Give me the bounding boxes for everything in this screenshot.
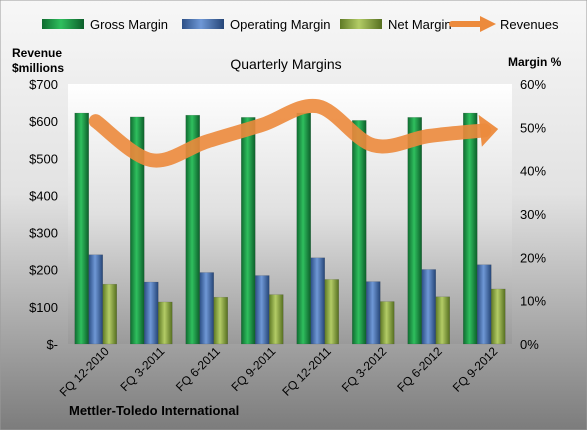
right-tick-label: 30% <box>520 207 546 222</box>
legend-label-2: Net Margin <box>388 17 452 32</box>
left-axis-title-line1: Revenue <box>12 46 62 60</box>
bar-gross-margin <box>241 117 256 345</box>
bar-gross-margin <box>463 112 478 345</box>
legend: Gross Margin Operating Margin Net Margin Re… <box>42 16 559 32</box>
right-tick-label: 50% <box>520 120 546 135</box>
bar-operating-margin <box>421 269 436 345</box>
bar-net-margin <box>158 301 173 345</box>
left-tick-label: $100 <box>29 300 58 315</box>
bar-gross-margin <box>130 116 145 345</box>
right-tick-label: 20% <box>520 250 546 265</box>
bar-operating-margin <box>310 257 325 345</box>
left-tick-label: $700 <box>29 77 58 92</box>
bar-operating-margin <box>144 281 159 345</box>
legend-swatch-0 <box>42 19 84 29</box>
legend-label-3: Revenues <box>500 17 559 32</box>
bar-operating-margin <box>477 264 492 345</box>
left-tick-label: $300 <box>29 226 58 241</box>
bars <box>74 112 506 345</box>
bar-net-margin <box>380 301 395 345</box>
revenue-arrowhead <box>478 114 499 147</box>
bar-gross-margin <box>296 112 311 345</box>
bar-gross-margin <box>407 117 422 345</box>
bar-net-margin <box>435 296 450 345</box>
legend-swatch-1 <box>182 19 224 29</box>
source-label: Mettler-Toledo International <box>69 403 239 418</box>
left-tick-label: $200 <box>29 263 58 278</box>
revenue-line <box>88 98 492 168</box>
bar-operating-margin <box>199 272 214 345</box>
right-tick-label: 40% <box>520 164 546 179</box>
right-tick-label: 0% <box>520 337 539 352</box>
bar-net-margin <box>102 283 117 345</box>
left-axis-title-line2: $millions <box>12 61 64 75</box>
legend-arrow-icon <box>480 16 496 32</box>
left-axis: $- $100 $200 $300 $400 $500 $600 $700 <box>29 77 58 352</box>
left-tick-label: $500 <box>29 151 58 166</box>
chart-title: Quarterly Margins <box>230 56 341 72</box>
legend-label-1: Operating Margin <box>230 17 330 32</box>
legend-label-0: Gross Margin <box>90 17 168 32</box>
bar-net-margin <box>324 279 339 345</box>
left-tick-label: $400 <box>29 188 58 203</box>
revenue-line-layer <box>88 98 499 168</box>
right-tick-label: 10% <box>520 294 546 309</box>
left-tick-label: $- <box>46 337 58 352</box>
right-tick-label: 60% <box>520 77 546 92</box>
right-axis-title: Margin % <box>508 55 562 69</box>
right-axis: 0% 10% 20% 30% 40% 50% 60% <box>520 77 546 352</box>
bar-gross-margin <box>74 112 89 345</box>
legend-swatch-2 <box>340 19 382 29</box>
bar-operating-margin <box>255 275 270 345</box>
bar-net-margin <box>491 288 506 345</box>
bar-gross-margin <box>185 114 200 345</box>
bar-net-margin <box>213 296 228 345</box>
left-tick-label: $600 <box>29 114 58 129</box>
bar-gross-margin <box>352 120 367 345</box>
bar-operating-margin <box>366 281 381 345</box>
bar-operating-margin <box>88 254 103 345</box>
bar-net-margin <box>269 294 284 345</box>
